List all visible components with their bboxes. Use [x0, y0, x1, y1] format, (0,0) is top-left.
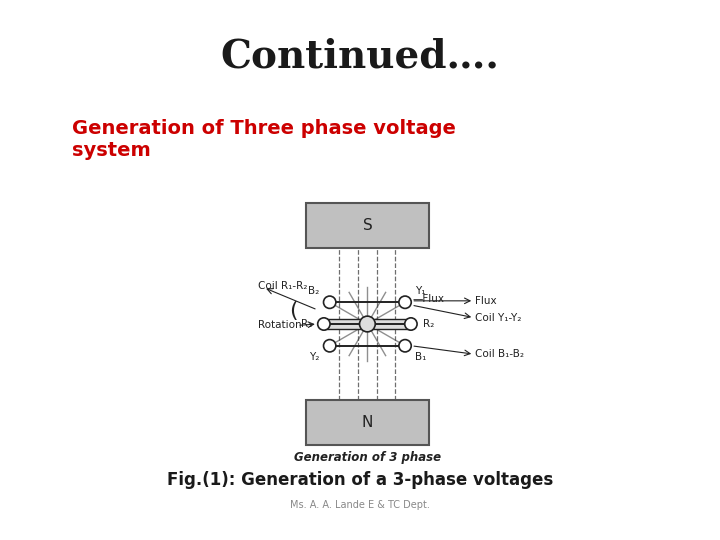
Circle shape	[359, 316, 375, 332]
Circle shape	[323, 340, 336, 352]
Text: Ms. A. A. Lande E & TC Dept.: Ms. A. A. Lande E & TC Dept.	[290, 500, 430, 510]
Text: (: (	[289, 301, 297, 321]
Text: B₁: B₁	[415, 352, 427, 362]
Text: Rotation: Rotation	[258, 320, 302, 330]
Circle shape	[399, 296, 411, 308]
Text: Generation of 3 phase: Generation of 3 phase	[294, 451, 441, 464]
FancyBboxPatch shape	[305, 203, 429, 248]
Text: Y₂: Y₂	[309, 352, 320, 362]
Text: R₁: R₁	[301, 319, 312, 329]
Text: Coil B₁-B₂: Coil B₁-B₂	[475, 349, 524, 359]
Text: Coil Y₁-Y₂: Coil Y₁-Y₂	[475, 313, 522, 323]
Text: S: S	[362, 218, 372, 233]
Circle shape	[399, 340, 411, 352]
Text: Fig.(1): Generation of a 3-phase voltages: Fig.(1): Generation of a 3-phase voltage…	[167, 471, 553, 489]
Text: Flux: Flux	[475, 296, 497, 306]
Text: Y₁: Y₁	[415, 286, 426, 296]
Text: B₂: B₂	[308, 286, 320, 296]
Circle shape	[405, 318, 417, 330]
Circle shape	[323, 296, 336, 308]
FancyBboxPatch shape	[305, 400, 429, 445]
Text: R₂: R₂	[423, 319, 434, 329]
Text: N: N	[361, 415, 373, 430]
Circle shape	[318, 318, 330, 330]
Text: Continued….: Continued….	[220, 38, 500, 76]
FancyBboxPatch shape	[324, 319, 411, 329]
Text: —Flux: —Flux	[413, 294, 445, 305]
Text: Generation of Three phase voltage
system: Generation of Three phase voltage system	[72, 119, 456, 160]
Text: Coil R₁-R₂: Coil R₁-R₂	[258, 281, 307, 291]
